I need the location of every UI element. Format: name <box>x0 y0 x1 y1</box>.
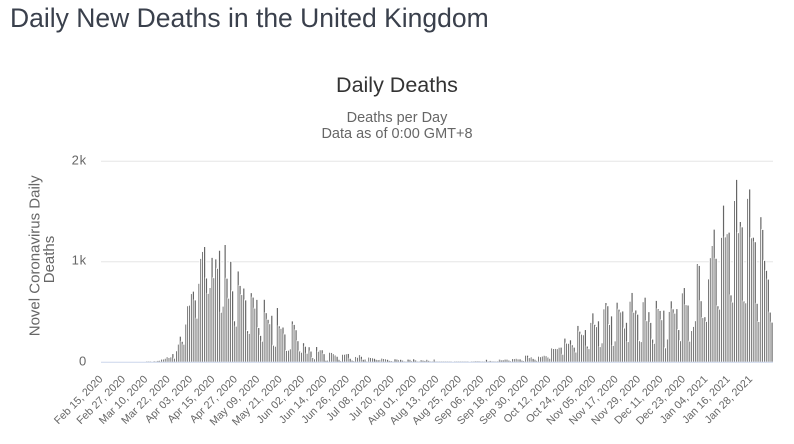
svg-text:Daily New Deaths in the United: Daily New Deaths in the United Kingdom <box>10 3 489 33</box>
svg-text:Novel Coronavirus Daily: Novel Coronavirus Daily <box>27 175 44 336</box>
svg-text:1k: 1k <box>72 253 87 268</box>
svg-text:0: 0 <box>79 354 87 369</box>
svg-text:2k: 2k <box>72 153 87 168</box>
svg-text:Data as of 0:00 GMT+8: Data as of 0:00 GMT+8 <box>321 126 472 142</box>
svg-text:Deaths per Day: Deaths per Day <box>347 110 448 126</box>
svg-text:Deaths: Deaths <box>41 236 58 284</box>
svg-text:Daily Deaths: Daily Deaths <box>336 73 458 97</box>
